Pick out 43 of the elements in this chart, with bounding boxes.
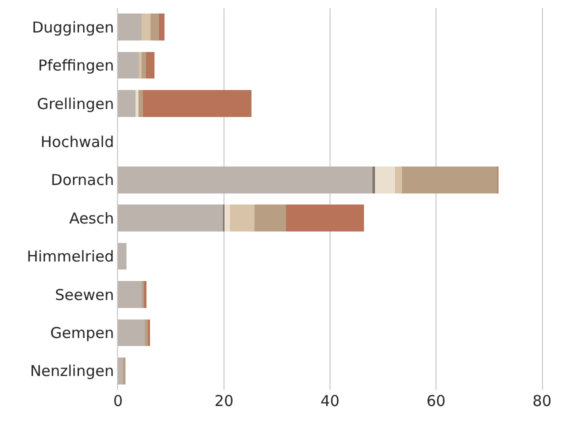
bar — [254, 204, 286, 232]
bar — [286, 204, 364, 232]
bar — [118, 242, 126, 270]
bar — [144, 281, 147, 308]
y-tick-label: Nenzlingen — [30, 362, 114, 380]
bar — [141, 14, 150, 40]
bar — [372, 166, 376, 194]
bar — [118, 52, 140, 79]
bar — [230, 204, 255, 232]
bar — [395, 166, 402, 194]
bar — [118, 14, 142, 40]
bar — [150, 14, 159, 40]
bar — [375, 166, 396, 194]
bar — [145, 319, 148, 346]
y-tick-label: Grellingen — [37, 94, 114, 113]
y-tick-label: Pfeffingen — [38, 56, 114, 75]
y-tick-label: Hochwald — [40, 132, 114, 151]
bar — [138, 90, 143, 117]
bar — [146, 52, 155, 79]
x-tick-label: 60 — [426, 392, 446, 410]
y-tick-label: Seewen — [55, 286, 114, 304]
x-tick-label: 20 — [214, 392, 234, 410]
bar — [158, 14, 165, 40]
bar — [135, 90, 139, 117]
y-tick-label: Duggingen — [32, 18, 114, 36]
y-tick-label: Dornach — [50, 171, 114, 190]
bar — [402, 166, 498, 194]
bar — [118, 166, 372, 194]
bar — [118, 358, 123, 384]
bar — [118, 281, 142, 308]
y-tick-label: Gempen — [50, 324, 114, 342]
bar — [118, 90, 136, 117]
bar — [141, 52, 146, 79]
y-tick-label: Himmelried — [26, 248, 114, 266]
bar — [142, 90, 252, 117]
x-tick-label: 0 — [113, 392, 123, 410]
bar — [118, 204, 223, 232]
x-tick-label: 80 — [532, 392, 552, 410]
y-tick-label: Aesch — [69, 209, 114, 228]
x-tick-label: 40 — [320, 392, 340, 410]
bar — [122, 358, 126, 384]
bar — [224, 204, 230, 232]
bar — [118, 319, 146, 346]
